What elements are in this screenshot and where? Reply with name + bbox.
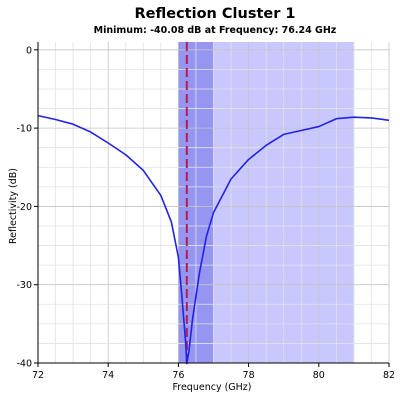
y-axis-ticks: 0 -10 -20 -30 -40 [16,45,38,370]
x-tick-label: 76 [172,370,184,381]
series-line-1 [37,114,390,365]
x-tick-label: 82 [383,370,395,381]
grid-lines [37,42,390,364]
y-tick-label: -10 [16,124,32,135]
axes [37,42,389,364]
y-tick-label: 0 [26,45,32,56]
x-tick-label: 78 [243,370,255,381]
y-tick-label: -40 [16,359,32,370]
x-axis-ticks: 72 74 76 78 80 82 [32,363,395,381]
chart-title: Reflection Cluster 1 [134,6,295,22]
x-tick-label: 80 [313,370,325,381]
x-tick-label: 72 [32,370,44,381]
data-series [37,114,390,365]
y-axis-label: Reflectivity (dB) [8,168,19,244]
chart-subtitle: Minimum: -40.08 dB at Frequency: 76.24 G… [94,25,337,36]
x-tick-label: 74 [102,370,114,381]
y-tick-label: -30 [16,280,32,291]
x-axis-label: Frequency (GHz) [172,382,251,393]
y-tick-label: -20 [16,202,32,213]
